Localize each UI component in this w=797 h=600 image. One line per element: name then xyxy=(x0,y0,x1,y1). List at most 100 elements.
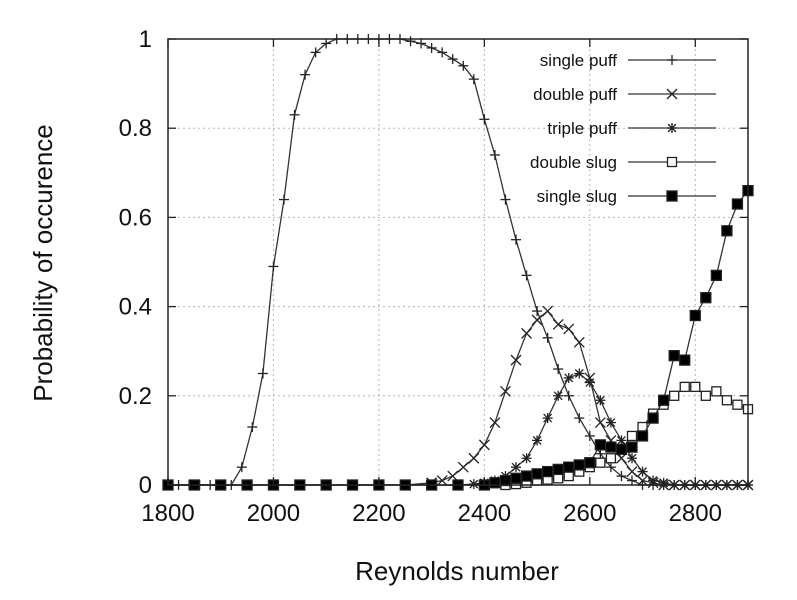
point-double-puff xyxy=(478,439,490,451)
point-double-puff xyxy=(510,354,522,366)
point-single-puff xyxy=(416,38,427,49)
y-tick-label: 1 xyxy=(139,26,152,53)
y-tick-label: 0 xyxy=(139,472,152,499)
point-single-puff xyxy=(584,430,595,441)
y-tick-label: 0.8 xyxy=(119,115,152,142)
point-single-puff xyxy=(479,114,490,125)
point-double-slug xyxy=(679,381,690,393)
series-line-single-puff xyxy=(168,38,748,486)
point-triple-puff xyxy=(468,479,479,490)
point-triple-puff xyxy=(574,368,585,379)
point-triple-puff xyxy=(648,475,659,486)
point-double-slug xyxy=(595,457,606,468)
point-double-puff xyxy=(531,314,543,326)
series-single-slug xyxy=(162,184,754,491)
legend-entry-single-slug: single slug xyxy=(537,187,716,206)
point-single-slug xyxy=(489,477,501,489)
y-axis-label: Probability of occurence xyxy=(28,124,58,401)
point-double-puff xyxy=(594,417,606,429)
legend-label-triple-puff: triple puff xyxy=(547,119,617,138)
point-single-puff xyxy=(605,462,616,473)
point-single-puff xyxy=(236,462,247,473)
point-single-slug xyxy=(679,354,691,366)
legend-marker-double-slug xyxy=(666,156,678,168)
point-double-slug xyxy=(690,381,701,393)
legend-label-single-puff: single puff xyxy=(540,51,617,70)
point-double-slug xyxy=(669,390,680,401)
legend-marker-double-puff xyxy=(666,88,678,100)
point-single-slug xyxy=(731,198,744,210)
x-tick-label: 2000 xyxy=(247,500,300,527)
x-tick-label: 2200 xyxy=(352,500,405,527)
point-single-slug xyxy=(531,468,543,480)
point-single-puff xyxy=(468,74,479,85)
point-single-puff xyxy=(511,234,521,245)
x-axis-label: Reynolds number xyxy=(355,556,559,586)
point-single-slug xyxy=(510,472,522,484)
point-single-slug xyxy=(605,441,617,453)
point-single-slug xyxy=(584,457,596,469)
series-single-puff xyxy=(163,34,753,490)
x-tick-label: 1800 xyxy=(141,500,194,527)
point-triple-puff xyxy=(532,435,543,446)
point-single-puff xyxy=(310,47,321,58)
point-single-puff xyxy=(542,332,553,343)
point-triple-puff xyxy=(521,453,532,464)
plot-frame xyxy=(167,38,749,486)
point-single-puff xyxy=(405,36,416,47)
point-double-slug xyxy=(732,399,743,410)
point-single-slug xyxy=(668,350,680,362)
point-triple-puff xyxy=(584,377,595,388)
point-triple-puff xyxy=(542,413,553,424)
point-double-puff xyxy=(521,327,533,339)
legend-marker-single-slug xyxy=(666,190,678,202)
legend-marker-single-puff xyxy=(667,55,677,65)
point-single-slug xyxy=(636,430,649,442)
point-triple-puff xyxy=(595,395,606,406)
point-single-puff xyxy=(289,109,300,120)
point-single-puff xyxy=(489,149,500,160)
point-double-puff xyxy=(552,318,564,330)
point-single-puff xyxy=(268,261,279,272)
point-double-puff xyxy=(468,452,480,464)
point-triple-puff xyxy=(563,372,574,383)
point-double-puff xyxy=(626,466,638,478)
point-triple-puff xyxy=(511,462,521,473)
point-double-puff xyxy=(637,475,649,486)
point-single-puff xyxy=(426,42,437,53)
point-double-slug xyxy=(563,470,574,482)
series-layer xyxy=(162,34,754,491)
point-single-puff xyxy=(447,54,458,65)
point-single-slug xyxy=(626,441,638,453)
point-double-slug xyxy=(626,430,638,442)
point-triple-puff xyxy=(553,390,564,401)
point-double-puff xyxy=(542,305,554,317)
point-single-slug xyxy=(594,439,607,451)
point-double-slug xyxy=(721,395,733,406)
point-single-slug xyxy=(541,465,554,478)
legend-label-double-puff: double puff xyxy=(533,85,617,104)
point-double-slug xyxy=(605,453,617,464)
point-single-puff xyxy=(257,368,268,379)
point-single-slug xyxy=(689,309,701,322)
x-tick-label: 2800 xyxy=(669,500,722,527)
point-single-slug xyxy=(647,412,659,424)
point-single-puff xyxy=(437,47,448,58)
series-line-single-slug xyxy=(168,190,749,486)
point-double-puff xyxy=(457,461,469,473)
point-double-puff xyxy=(436,475,448,486)
point-double-slug xyxy=(700,390,711,401)
point-single-slug xyxy=(657,394,670,406)
point-double-puff xyxy=(563,323,575,335)
point-single-slug xyxy=(721,225,733,237)
point-double-puff xyxy=(499,385,511,397)
point-single-puff xyxy=(532,306,543,317)
point-triple-puff xyxy=(605,417,616,428)
point-double-puff xyxy=(573,336,585,348)
point-single-puff xyxy=(300,69,311,80)
legend: single puff double puff triple puff double … xyxy=(530,51,716,206)
x-tick-label: 2600 xyxy=(563,500,616,527)
point-triple-puff xyxy=(616,435,627,446)
point-single-puff xyxy=(616,471,627,482)
point-single-slug xyxy=(615,443,628,455)
